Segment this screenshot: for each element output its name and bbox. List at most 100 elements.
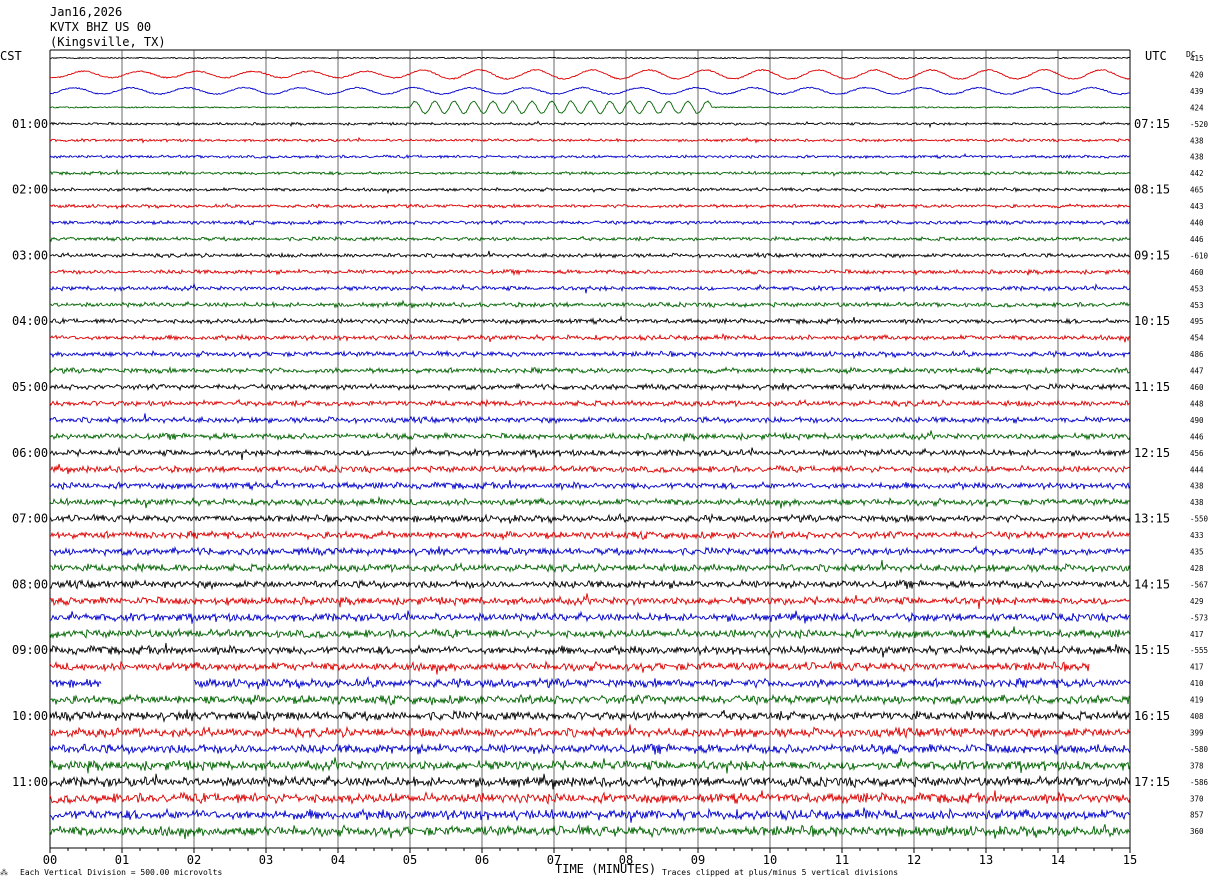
right-hour-label: 13:15 [1134,512,1170,526]
right-hour-label: 07:15 [1134,117,1170,131]
left-hour-label: 04:00 [12,314,48,328]
x-tick-label: 05 [403,853,417,867]
left-timezone-label: CST [0,49,22,63]
dc-offset-label: 417 [1190,663,1204,672]
footer-symbol: ⁂ [0,868,8,877]
dc-offset-label: 440 [1190,219,1204,228]
seismic-trace [49,382,1131,392]
seismic-trace [49,495,1131,509]
scale-note: Each Vertical Division = 500.00 microvol… [20,868,223,877]
dc-label: DC [1186,50,1196,59]
dc-offset-label: 408 [1190,712,1204,721]
dc-offset-label: 446 [1190,432,1204,441]
seismic-trace [49,593,1131,609]
right-hour-label: 12:15 [1134,446,1170,460]
seismic-trace [49,120,1131,129]
seismic-trace [49,86,1130,96]
left-hour-label: 07:00 [12,512,48,526]
dc-offset-label: 460 [1190,383,1204,392]
left-hour-label: 09:00 [12,643,48,657]
x-tick-label: 08 [619,853,633,867]
dc-offset-label: 495 [1190,317,1204,326]
x-tick-label: 09 [691,853,705,867]
seismic-trace [50,68,1130,81]
seismic-trace [49,299,1131,309]
left-hour-label: 01:00 [12,117,48,131]
seismic-trace [49,268,1131,277]
dc-offset-label: -580 [1190,745,1209,754]
dc-offset-label: 442 [1190,169,1204,178]
dc-offset-label: 453 [1190,301,1204,310]
seismic-trace [49,660,1090,675]
dc-offset-label: 433 [1190,531,1204,540]
seismic-trace [49,578,1131,591]
dc-offset-label: 439 [1190,87,1204,96]
dc-offset-label: 443 [1190,202,1204,211]
dc-offset-label: 438 [1190,136,1204,145]
right-hour-label: 14:15 [1134,577,1170,591]
dc-offset-label: 444 [1190,465,1204,474]
seismic-trace [49,186,1131,195]
dc-offset-label: 429 [1190,597,1204,606]
seismic-trace [49,446,1131,460]
dc-offset-label: 360 [1190,827,1204,836]
right-timezone-label: UTC [1145,49,1167,63]
seismic-trace [49,430,1131,442]
dc-offset-label: 453 [1190,284,1204,293]
x-axis-title: TIME (MINUTES) [555,862,657,876]
dc-offset-label: 438 [1190,153,1204,162]
left-hour-label: 11:00 [12,775,48,789]
right-hour-label: 15:15 [1134,643,1170,657]
seismic-trace [49,512,1131,525]
x-tick-label: 12 [907,853,921,867]
seismic-trace [49,315,1131,326]
seismic-trace [49,790,1131,806]
dc-offset-label: -586 [1190,778,1209,787]
seismic-trace [49,202,1131,210]
x-tick-label: 03 [259,853,273,867]
dc-offset-label: 456 [1190,449,1204,458]
x-tick-label: 15 [1123,853,1137,867]
x-tick-label: 01 [115,853,129,867]
dc-offset-label: 465 [1190,186,1204,195]
seismic-trace [49,413,1131,425]
seismic-trace [49,529,1131,541]
x-tick-label: 10 [763,853,777,867]
x-tick-label: 00 [43,853,57,867]
dc-offset-label: 460 [1190,268,1204,277]
dc-offset-label: -573 [1190,613,1208,622]
seismic-trace [49,366,1131,376]
header-date: Jan16,2026 [50,5,123,19]
seismic-trace [49,218,1131,226]
x-tick-label: 07 [547,853,561,867]
seismic-trace [49,823,1131,840]
left-hour-label: 06:00 [12,446,48,460]
seismic-trace [49,152,1131,160]
dc-offset-label: -550 [1190,515,1209,524]
seismic-trace [49,610,1131,624]
dc-offset-label: -555 [1190,646,1208,655]
seismic-trace [49,626,1131,640]
left-hour-label: 05:00 [12,380,48,394]
seismic-trace [49,100,1131,115]
right-hour-label: 10:15 [1134,314,1170,328]
dc-offset-label: 857 [1190,811,1204,820]
seismic-trace [49,773,1131,790]
left-hour-label: 08:00 [12,577,48,591]
dc-offset-label: 447 [1190,367,1204,376]
seismic-trace [49,724,1131,739]
seismic-trace [49,136,1131,144]
x-tick-label: 13 [979,853,993,867]
dc-offset-label: -520 [1190,120,1209,129]
dc-offset-label: -610 [1190,251,1209,260]
right-hour-label: 16:15 [1134,709,1170,723]
header-location: (Kingsville, TX) [50,35,166,49]
seismic-trace [49,559,1131,574]
seismic-trace [49,807,1130,823]
seismic-trace [49,168,1131,178]
right-hour-label: 08:15 [1134,183,1170,197]
dc-offset-label: 490 [1190,416,1204,425]
seismic-trace [49,479,1131,491]
right-hour-label: 09:15 [1134,248,1170,262]
